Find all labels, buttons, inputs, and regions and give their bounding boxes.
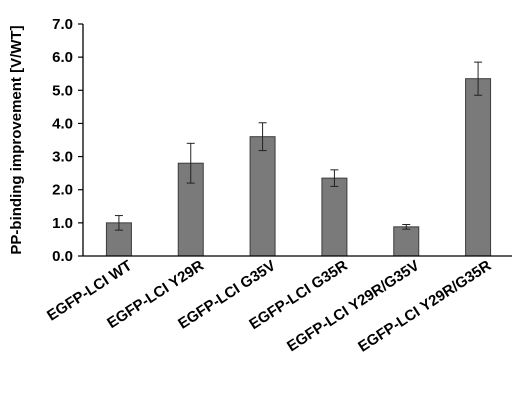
error-bar — [330, 169, 339, 187]
error-bar — [402, 224, 411, 230]
y-tick-label: 2.0 — [52, 182, 73, 199]
y-tick-label: 6.0 — [52, 49, 73, 66]
y-tick-label: 7.0 — [52, 16, 73, 33]
error-bars — [114, 61, 483, 231]
bar — [249, 136, 276, 257]
y-tick-label: 0.0 — [52, 248, 73, 265]
bar — [393, 226, 420, 257]
y-tick-label: 4.0 — [52, 115, 73, 132]
category-label: EGFP-LCI Y29R/G35R — [355, 257, 494, 356]
error-bar — [114, 215, 123, 231]
error-bar — [474, 61, 483, 96]
y-tick-label: 3.0 — [52, 149, 73, 166]
y-tick-label: 1.0 — [52, 215, 73, 232]
error-bar — [258, 122, 267, 152]
bars — [105, 78, 492, 257]
y-axis-ticks: 0.0 1.0 2.0 3.0 4.0 5.0 6.0 7.0 — [52, 16, 83, 265]
category-label: EGFP-LCI Y29R/G35V — [284, 257, 422, 355]
bar — [465, 78, 492, 257]
error-bar — [186, 142, 195, 184]
y-tick-label: 5.0 — [52, 82, 73, 99]
y-axis-title: PP-binding improvement [V/WT] — [8, 25, 25, 254]
bar — [321, 177, 348, 257]
